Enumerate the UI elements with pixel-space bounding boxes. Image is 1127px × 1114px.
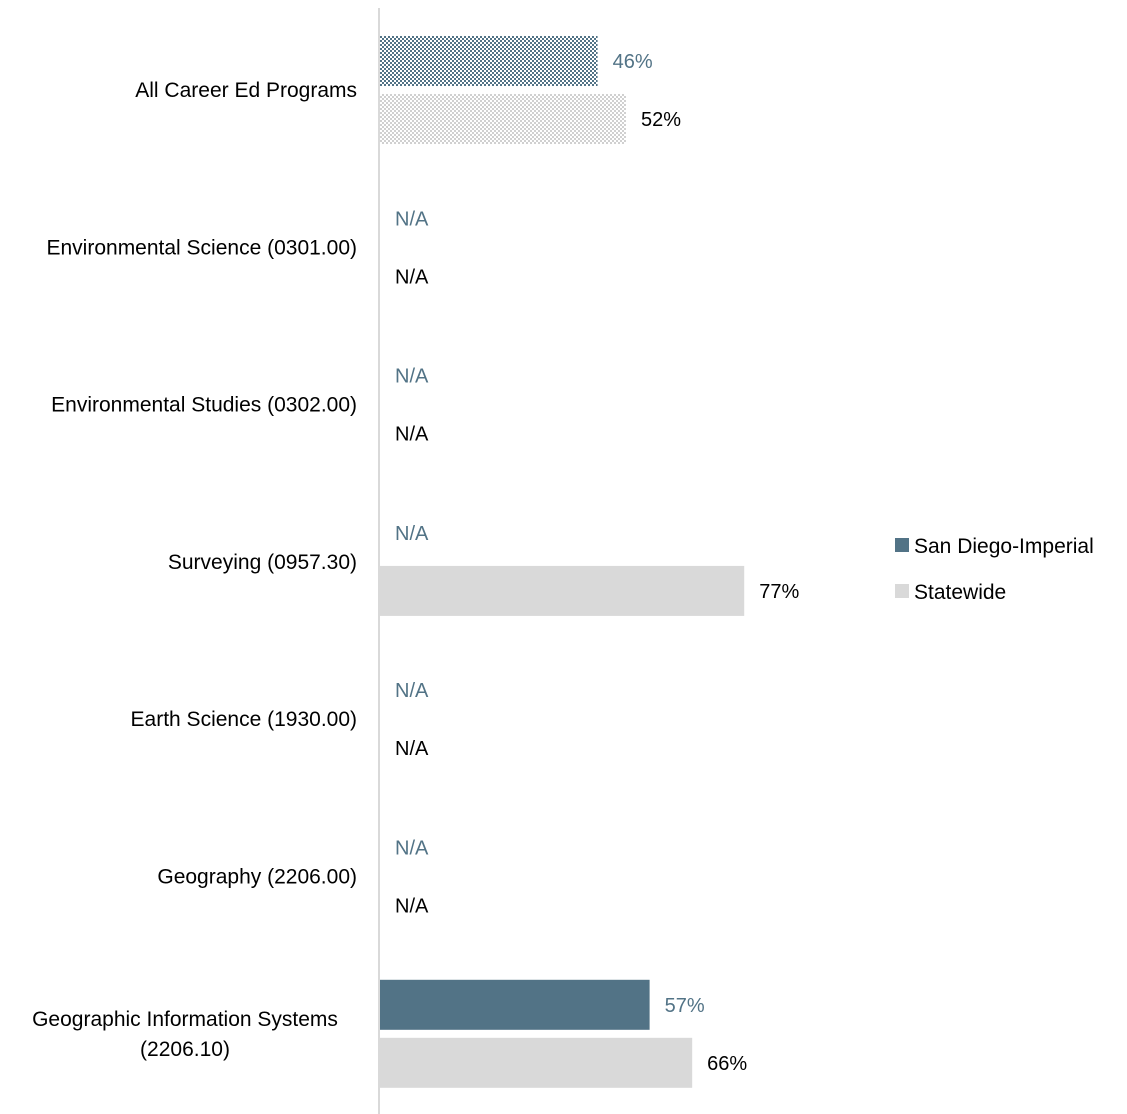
data-label-san-diego-imperial: N/A	[395, 680, 429, 702]
legend-label-san-diego-imperial: San Diego-Imperial	[914, 535, 1094, 558]
category-label: Surveying (0957.30)	[168, 551, 357, 574]
data-label-statewide: 52%	[641, 109, 681, 131]
data-label-statewide: N/A	[395, 896, 429, 918]
bar-statewide	[380, 94, 626, 144]
bar-san-diego-imperial	[380, 36, 598, 86]
category-label: Environmental Studies (0302.00)	[51, 394, 357, 417]
data-label-san-diego-imperial: N/A	[395, 523, 429, 545]
data-label-san-diego-imperial: N/A	[395, 838, 429, 860]
data-label-statewide: N/A	[395, 424, 429, 446]
value-labels: 46% 52% N/A N/A N/A N/A N/A 77% N/A N/A N/A N/A 57% 6…	[395, 51, 799, 1075]
bar-statewide	[380, 1037, 693, 1088]
bars	[380, 36, 745, 1088]
category-labels: All Career Ed Programs Environmental Scie…	[32, 79, 357, 1061]
category-label: Environmental Science (0301.00)	[46, 236, 357, 259]
legend-label-statewide: Statewide	[914, 581, 1006, 604]
legend: San Diego-Imperial Statewide	[895, 535, 1094, 604]
category-label: Geography (2206.00)	[157, 866, 357, 889]
data-label-statewide: N/A	[395, 738, 429, 760]
data-label-san-diego-imperial: 57%	[665, 995, 705, 1017]
bar-san-diego-imperial	[380, 979, 650, 1030]
data-label-san-diego-imperial: N/A	[395, 208, 429, 230]
data-label-statewide: 66%	[707, 1053, 747, 1075]
legend-swatch-statewide	[895, 584, 909, 598]
bar-statewide	[380, 565, 745, 616]
data-label-san-diego-imperial: N/A	[395, 366, 429, 388]
data-label-statewide: 77%	[759, 581, 799, 603]
category-label: Earth Science (1930.00)	[131, 708, 357, 731]
data-label-statewide: N/A	[395, 266, 429, 288]
data-label-san-diego-imperial: 46%	[613, 51, 653, 73]
category-label: (2206.10)	[140, 1038, 230, 1061]
legend-swatch-san-diego-imperial	[895, 538, 909, 552]
category-label: Geographic Information Systems	[32, 1008, 338, 1031]
category-label: All Career Ed Programs	[135, 79, 357, 102]
